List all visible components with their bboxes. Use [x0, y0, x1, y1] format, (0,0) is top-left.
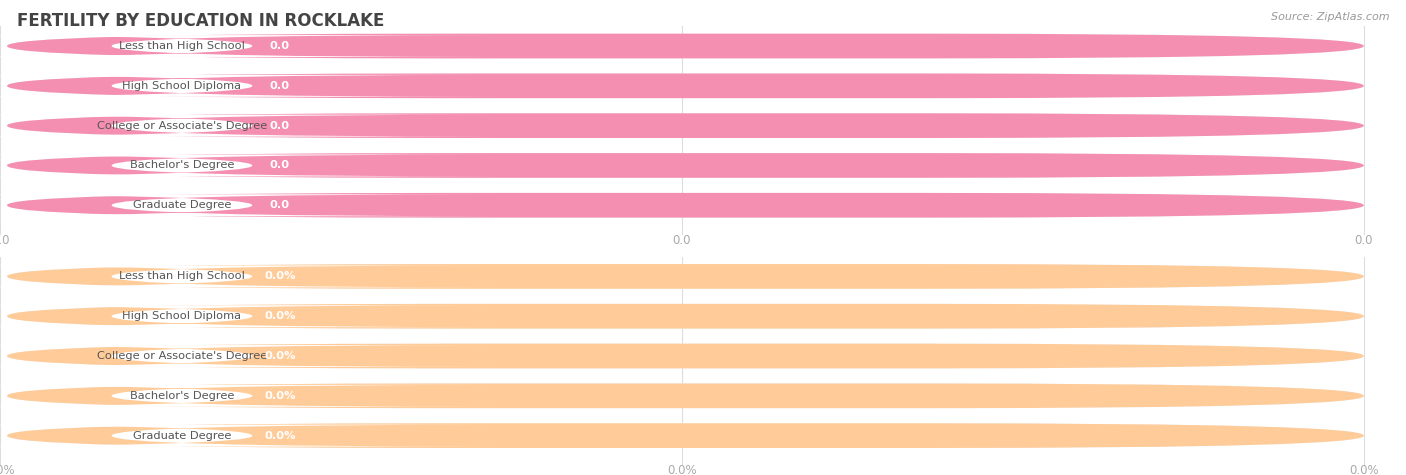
Text: 0.0: 0.0	[1354, 234, 1374, 247]
FancyBboxPatch shape	[0, 35, 498, 57]
FancyBboxPatch shape	[0, 425, 498, 446]
Text: 0.0%: 0.0%	[264, 311, 295, 321]
Text: 0.0: 0.0	[270, 161, 290, 171]
FancyBboxPatch shape	[7, 304, 1364, 329]
FancyBboxPatch shape	[0, 385, 498, 407]
Text: 0.0: 0.0	[270, 41, 290, 51]
FancyBboxPatch shape	[0, 345, 498, 367]
Text: High School Diploma: High School Diploma	[122, 311, 242, 321]
FancyBboxPatch shape	[7, 114, 1364, 138]
FancyBboxPatch shape	[7, 74, 1364, 98]
Text: 0.0%: 0.0%	[264, 391, 295, 401]
Text: 0.0: 0.0	[0, 234, 10, 247]
Text: Graduate Degree: Graduate Degree	[132, 431, 231, 441]
FancyBboxPatch shape	[0, 194, 498, 216]
Text: 0.0: 0.0	[672, 234, 692, 247]
FancyBboxPatch shape	[7, 423, 1364, 448]
Text: Graduate Degree: Graduate Degree	[132, 200, 231, 210]
FancyBboxPatch shape	[0, 305, 498, 327]
FancyBboxPatch shape	[0, 75, 498, 97]
Text: 0.0%: 0.0%	[264, 271, 295, 281]
FancyBboxPatch shape	[7, 74, 1364, 98]
Text: 0.0%: 0.0%	[264, 431, 295, 441]
Text: 0.0: 0.0	[270, 121, 290, 131]
Text: 0.0%: 0.0%	[264, 351, 295, 361]
Text: 0.0%: 0.0%	[0, 464, 15, 475]
Text: Less than High School: Less than High School	[120, 41, 245, 51]
Text: High School Diploma: High School Diploma	[122, 81, 242, 91]
Text: Bachelor's Degree: Bachelor's Degree	[129, 391, 235, 401]
FancyBboxPatch shape	[7, 344, 1364, 369]
FancyBboxPatch shape	[7, 193, 1364, 218]
Text: Less than High School: Less than High School	[120, 271, 245, 281]
FancyBboxPatch shape	[0, 154, 498, 176]
FancyBboxPatch shape	[7, 34, 1364, 58]
FancyBboxPatch shape	[7, 304, 1364, 329]
FancyBboxPatch shape	[0, 114, 498, 137]
FancyBboxPatch shape	[7, 264, 1364, 289]
FancyBboxPatch shape	[7, 264, 1364, 289]
Text: 0.0: 0.0	[270, 200, 290, 210]
Text: 0.0%: 0.0%	[1348, 464, 1379, 475]
FancyBboxPatch shape	[7, 383, 1364, 408]
Text: College or Associate's Degree: College or Associate's Degree	[97, 121, 267, 131]
Text: 0.0: 0.0	[270, 81, 290, 91]
Text: Bachelor's Degree: Bachelor's Degree	[129, 161, 235, 171]
Text: FERTILITY BY EDUCATION IN ROCKLAKE: FERTILITY BY EDUCATION IN ROCKLAKE	[17, 12, 384, 30]
FancyBboxPatch shape	[7, 344, 1364, 369]
FancyBboxPatch shape	[7, 114, 1364, 138]
Text: Source: ZipAtlas.com: Source: ZipAtlas.com	[1271, 12, 1389, 22]
Text: 0.0%: 0.0%	[666, 464, 697, 475]
FancyBboxPatch shape	[0, 266, 498, 287]
FancyBboxPatch shape	[7, 34, 1364, 58]
FancyBboxPatch shape	[7, 423, 1364, 448]
FancyBboxPatch shape	[7, 153, 1364, 178]
FancyBboxPatch shape	[7, 153, 1364, 178]
FancyBboxPatch shape	[7, 193, 1364, 218]
FancyBboxPatch shape	[7, 383, 1364, 408]
Text: College or Associate's Degree: College or Associate's Degree	[97, 351, 267, 361]
